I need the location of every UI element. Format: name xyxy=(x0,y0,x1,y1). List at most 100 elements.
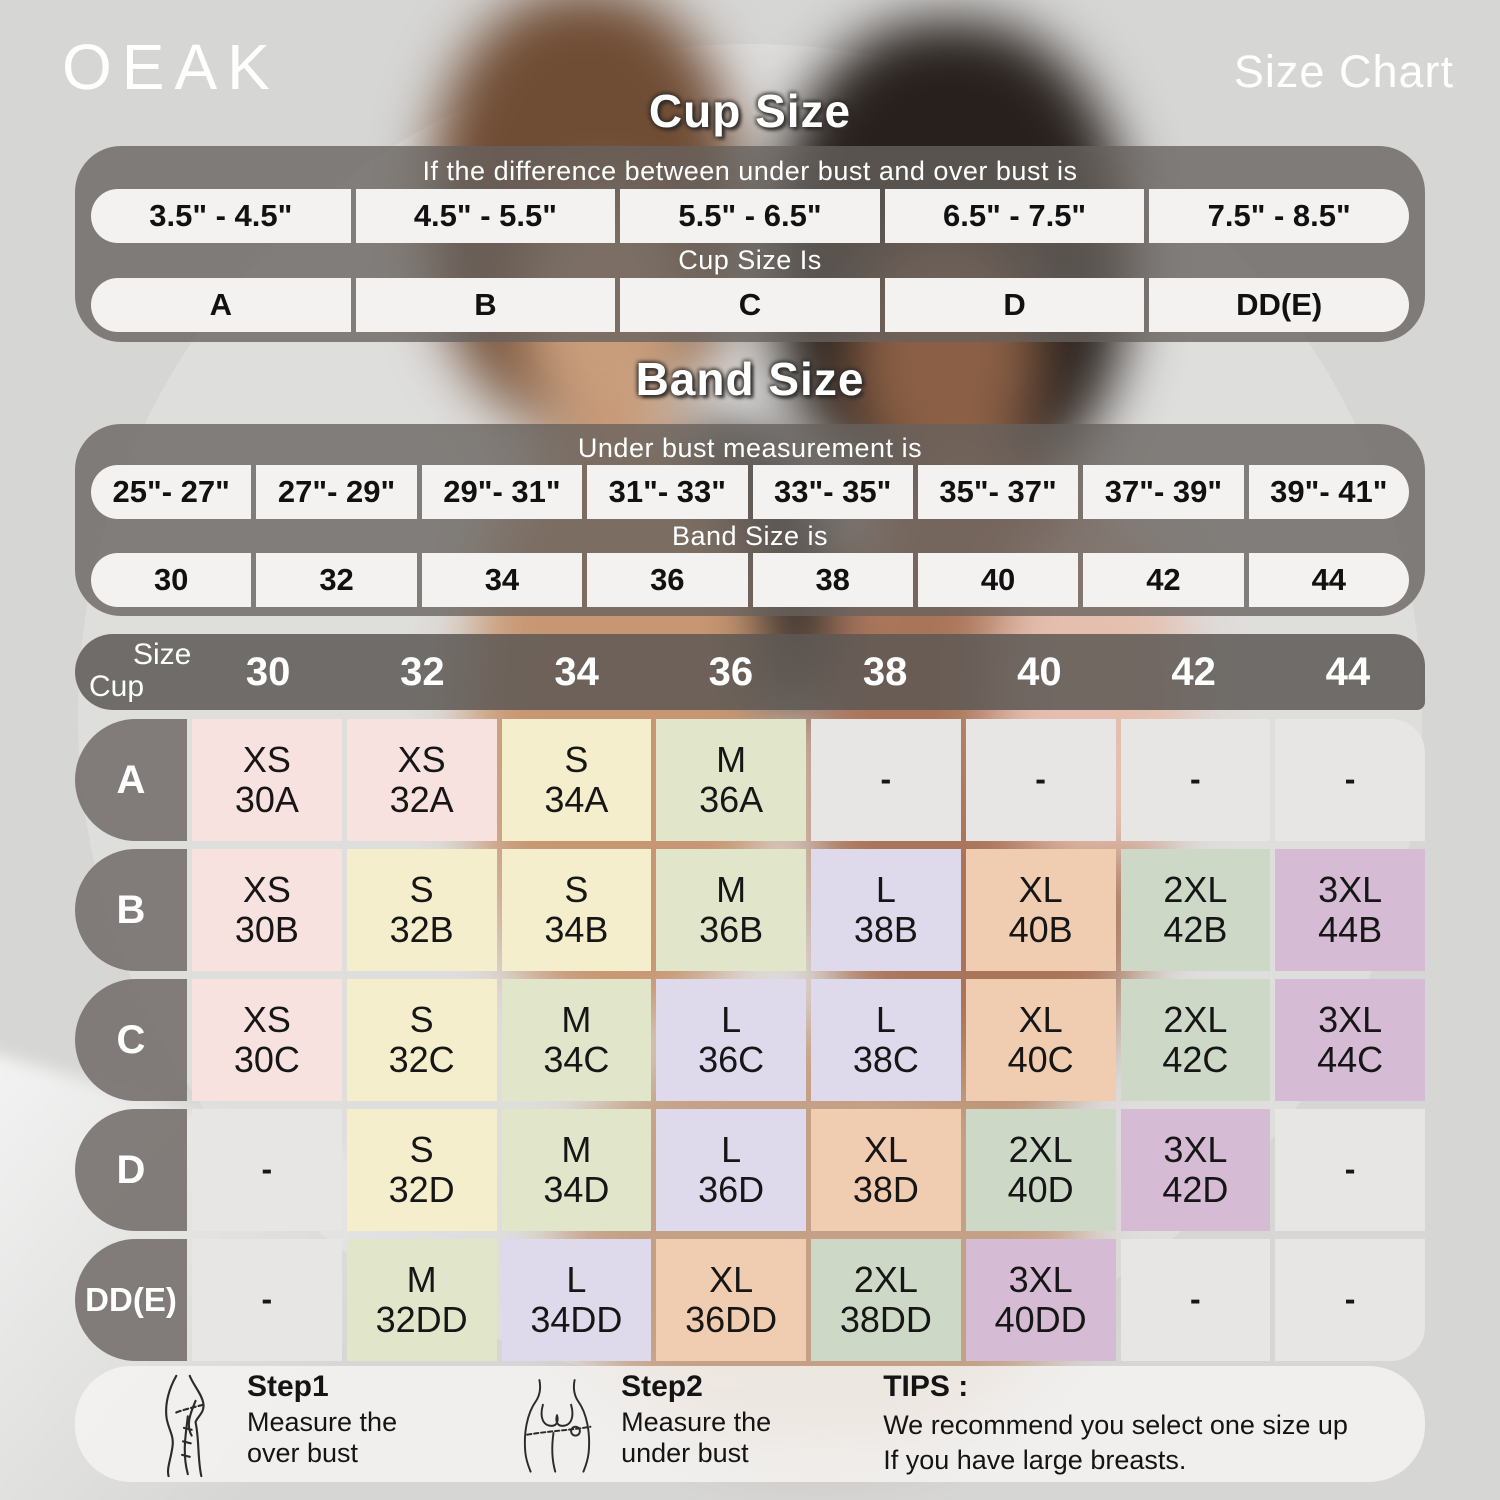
over-bust-measure-icon xyxy=(165,1374,205,1478)
cup-size-title: Cup Size xyxy=(648,85,852,137)
size-cell: 2XL 38DD xyxy=(811,1239,961,1361)
cup-letter-cell: B xyxy=(355,278,616,332)
cup-size-question: If the difference between under bust and… xyxy=(422,156,1078,186)
step1-desc-line1: Measure the xyxy=(247,1407,398,1437)
size-cell: M 34D xyxy=(501,1109,652,1231)
step2-block: Step2 Measure the under bust xyxy=(513,1370,771,1478)
step2-label: Step2 xyxy=(621,1370,703,1403)
band-number-cell: 32 xyxy=(256,552,417,607)
size-cell: XS 30A xyxy=(192,719,342,841)
size-cell: XS 30B xyxy=(192,849,342,971)
tips-label: TIPS : xyxy=(883,1369,969,1403)
corner-cup-label: Cup xyxy=(89,670,145,703)
cup-difference-range-cell: 5.5" - 6.5" xyxy=(620,189,880,243)
empty-size-cell: - xyxy=(1120,1239,1271,1361)
matrix-column-header: 42 xyxy=(1171,649,1216,694)
size-cell: M 36B xyxy=(656,849,806,971)
band-number-cell: 44 xyxy=(1248,552,1409,607)
empty-size-cell: - xyxy=(965,719,1116,841)
band-size-answer-label: Band Size is xyxy=(671,520,829,551)
size-cell: XL 36DD xyxy=(656,1239,806,1361)
underbust-range-cell: 35"- 37" xyxy=(917,465,1079,520)
step2-desc-line1: Measure the xyxy=(621,1407,772,1437)
tips-line-1: We recommend you select one size up xyxy=(883,1409,1348,1440)
step1-desc-line2: over bust xyxy=(247,1438,359,1469)
under-bust-measure-icon xyxy=(524,1379,592,1473)
size-cell: M 34C xyxy=(501,979,652,1101)
size-cell: L 36D xyxy=(656,1109,806,1231)
cup-size-answer-label: Cup Size Is xyxy=(678,245,822,275)
cup-row-label: B xyxy=(75,849,187,971)
band-number-cell: 40 xyxy=(917,552,1079,607)
cup-letter-row: A B C D DD(E) xyxy=(91,278,1409,332)
cup-letter-cell: DD(E) xyxy=(1149,278,1409,332)
empty-size-cell: - xyxy=(192,1109,342,1231)
cup-difference-range-cell: 4.5" - 5.5" xyxy=(355,189,616,243)
size-cell: 2XL 42B xyxy=(1120,849,1271,971)
matrix-row: A XS 30A XS 32A S 34A M 36A - - - - xyxy=(75,719,1425,841)
matrix-corner: Size Cup xyxy=(75,634,191,710)
size-cell: XL 38D xyxy=(811,1109,961,1231)
band-size-title: Band Size xyxy=(635,353,865,405)
underbust-range-row: 25"- 27" 27"- 29" 29"- 31" 31"- 33" 33"- 35"… xyxy=(91,465,1409,520)
cup-row-label: D xyxy=(75,1109,187,1231)
size-cell: XL 40C xyxy=(965,979,1116,1101)
tips-line-2: If you have large breasts. xyxy=(883,1445,1187,1475)
underbust-range-cell: 33"- 35" xyxy=(752,465,913,520)
matrix-column-header: 38 xyxy=(862,649,908,694)
band-size-question: Under bust measurement is xyxy=(577,433,923,464)
band-number-row: 30 32 34 36 38 40 42 44 xyxy=(91,552,1409,607)
matrix-header-row: Size Cup 30 32 34 36 38 40 42 44 xyxy=(75,634,1425,710)
matrix-column-header: 40 xyxy=(1017,649,1062,694)
size-cell: L 38C xyxy=(811,979,961,1101)
page-title: Size Chart xyxy=(1233,46,1454,97)
underbust-range-cell: 25"- 27" xyxy=(91,465,252,520)
size-cell: 3XL 44C xyxy=(1275,979,1425,1101)
cup-difference-range-cell: 7.5" - 8.5" xyxy=(1149,189,1409,243)
empty-size-cell: - xyxy=(1275,719,1425,841)
band-number-cell: 42 xyxy=(1083,552,1244,607)
size-cell: S 34B xyxy=(501,849,652,971)
matrix-column-header: 30 xyxy=(245,649,291,694)
step2-desc-line2: under bust xyxy=(621,1438,749,1469)
empty-size-cell: - xyxy=(811,719,961,841)
cup-difference-row: 3.5" - 4.5" 4.5" - 5.5" 5.5" - 6.5" 6.5" - … xyxy=(91,189,1409,243)
size-cell: 3XL 44B xyxy=(1275,849,1425,971)
size-cell: L 34DD xyxy=(501,1239,652,1361)
matrix-body: A XS 30A XS 32A S 34A M 36A - - - - B XS 30B S 32B S 34B M 36… xyxy=(75,719,1425,1361)
step2-text: Step2 Measure the under bust xyxy=(621,1370,771,1469)
band-number-cell: 36 xyxy=(587,552,748,607)
size-cell: M 36A xyxy=(656,719,806,841)
cup-letter-cell: A xyxy=(91,278,351,332)
matrix-column-header: 36 xyxy=(708,649,754,694)
size-cell: M 32DD xyxy=(346,1239,497,1361)
matrix-row: C XS 30C S 32C M 34C L 36C L 38C XL 40C 2XL 42C 3XL 44C xyxy=(75,979,1425,1101)
empty-size-cell: - xyxy=(192,1239,342,1361)
matrix-row: DD(E) - M 32DD L 34DD XL 36DD 2XL 38DD 3XL 40DD - - xyxy=(75,1239,1425,1361)
step1-block: Step1 Measure the over bust xyxy=(139,1370,397,1478)
size-cell: S 32D xyxy=(346,1109,497,1231)
size-cell: L 36C xyxy=(656,979,806,1101)
band-size-panel: Under bust measurement is 25"- 27" 27"- 2… xyxy=(75,424,1425,616)
size-cell: XL 40B xyxy=(965,849,1116,971)
size-cell: S 32C xyxy=(346,979,497,1101)
size-cell: S 34A xyxy=(501,719,652,841)
underbust-range-cell: 37"- 39" xyxy=(1083,465,1244,520)
step1-text: Step1 Measure the over bust xyxy=(247,1370,397,1469)
brand-logo: OEAK xyxy=(62,31,280,103)
tips-block: TIPS : We recommend you select one size … xyxy=(883,1370,1348,1478)
band-number-cell: 38 xyxy=(752,552,913,607)
cup-letter-cell: C xyxy=(620,278,880,332)
cup-difference-range-cell: 3.5" - 4.5" xyxy=(91,189,351,243)
size-cell: 3XL 42D xyxy=(1120,1109,1271,1231)
size-cell: 2XL 42C xyxy=(1120,979,1271,1101)
cup-size-panel: If the difference between under bust and… xyxy=(75,146,1425,342)
cup-letter-cell: D xyxy=(884,278,1145,332)
size-cell: L 38B xyxy=(811,849,961,971)
size-cell: XS 30C xyxy=(192,979,342,1101)
size-cell: XS 32A xyxy=(346,719,497,841)
matrix-row: B XS 30B S 32B S 34B M 36B L 38B XL 40B 2XL 42B 3XL 44B xyxy=(75,849,1425,971)
underbust-range-cell: 29"- 31" xyxy=(421,465,583,520)
size-cell: 3XL 40DD xyxy=(965,1239,1116,1361)
